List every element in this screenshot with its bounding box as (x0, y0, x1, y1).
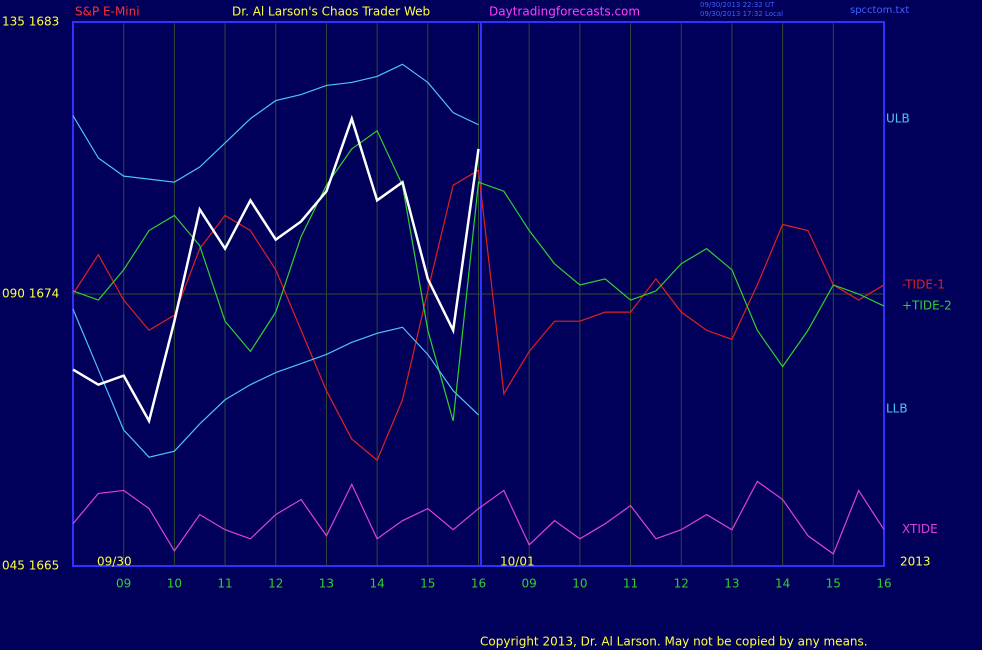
x-tick-label: 13 (724, 577, 739, 591)
timestamp-local: 09/30/2013 17:32 Local (700, 10, 783, 18)
x-tick-label: 11 (623, 577, 638, 591)
series-label: XTIDE (902, 522, 938, 536)
series-line (72, 308, 479, 458)
x-tick-label: 14 (369, 577, 384, 591)
series-label: LLB (886, 401, 908, 415)
copyright: Copyright 2013, Dr. Al Larson. May not b… (480, 635, 868, 649)
timestamp-ut: 09/30/2013 22:32 UT (700, 1, 775, 9)
x-tick-label: 10 (167, 577, 182, 591)
series-label: +TIDE-2 (902, 299, 952, 313)
series-line (72, 129, 885, 422)
x-tick-label: 14 (775, 577, 790, 591)
y-tick-label: 045 1665 (2, 559, 59, 573)
x-tick-label: 09 (116, 577, 131, 591)
x-tick-label: 16 (471, 577, 486, 591)
x-tick-label: 12 (674, 577, 689, 591)
x-tick-label: 09 (522, 577, 537, 591)
date-label: 10/01 (500, 555, 535, 569)
series-line (72, 114, 480, 425)
website: Daytradingforecasts.com (489, 5, 640, 19)
x-tick-label: 12 (268, 577, 283, 591)
series-line (72, 480, 885, 555)
x-tick-label: 16 (876, 577, 891, 591)
x-tick-label: 13 (319, 577, 334, 591)
series-label: -TIDE-1 (902, 277, 945, 291)
y-tick-label: 090 1674 (2, 287, 59, 301)
date-label: 09/30 (97, 555, 132, 569)
file-name: spcctom.txt (850, 5, 909, 16)
symbol: S&P E-Mini (75, 5, 140, 19)
x-tick-label: 15 (420, 577, 435, 591)
x-tick-label: 15 (826, 577, 841, 591)
series-label: ULB (886, 111, 910, 125)
series-line (72, 169, 885, 462)
chart-title: Dr. Al Larson's Chaos Trader Web (232, 5, 430, 19)
series-line (72, 63, 479, 183)
x-tick-label: 11 (217, 577, 232, 591)
y-tick-label: 135 1683 (2, 15, 59, 29)
date-label: 2013 (900, 555, 931, 569)
x-tick-label: 10 (572, 577, 587, 591)
